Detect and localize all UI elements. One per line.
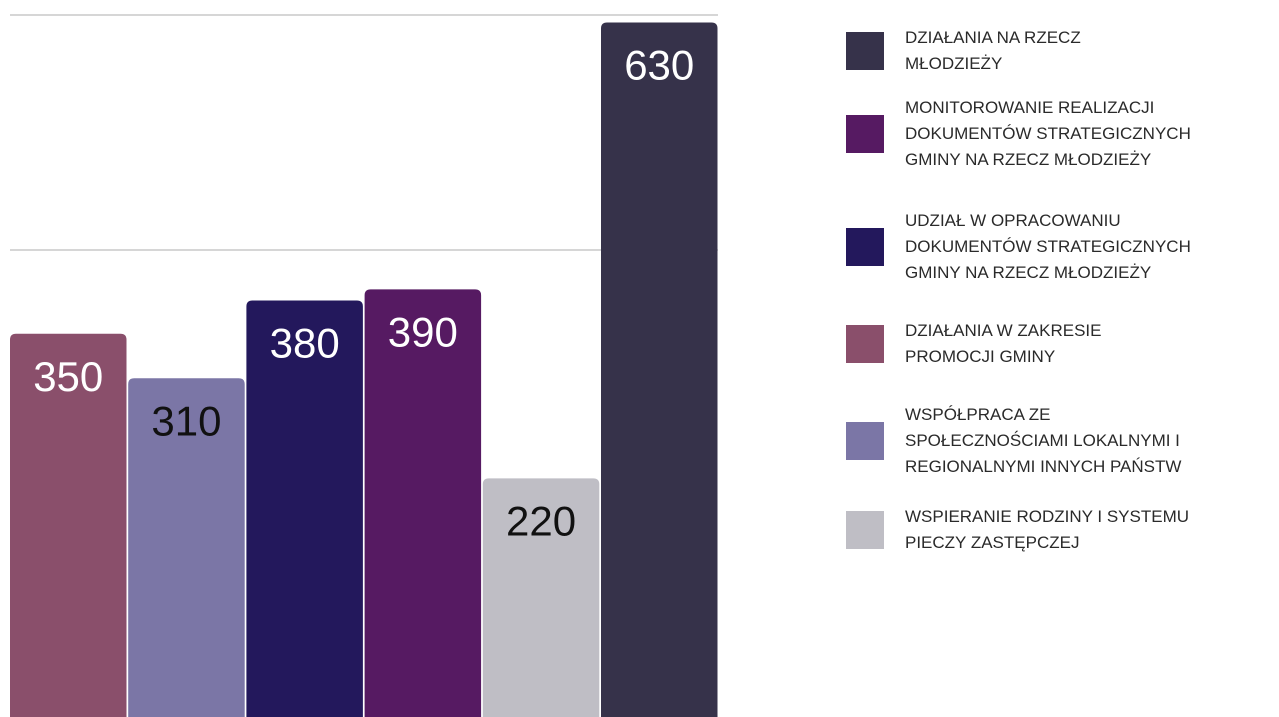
value-label: 350: [33, 353, 103, 400]
bar: [482, 478, 600, 717]
legend-label: WSPIERANIE RODZINY I SYSTEMU PIECZY ZAST…: [905, 507, 1190, 552]
bar: [601, 22, 718, 717]
legend-item: DZIAŁANIA W ZAKRESIE PROMOCJI GMINY: [846, 318, 1102, 370]
legend-swatch: [846, 32, 884, 70]
legend-item: DZIAŁANIA NA RZECZ MŁODZIEŻY: [846, 25, 1081, 77]
legend-label: UDZIAŁ W OPRACOWANIU DOKUMENTÓW STRATEGI…: [905, 211, 1191, 282]
legend-item: MONITOROWANIE REALIZACJI DOKUMENTÓW STRA…: [846, 95, 1191, 173]
legend-swatch: [846, 228, 884, 266]
value-label: 310: [151, 397, 221, 444]
bar: [246, 300, 363, 717]
plot: 630 390 380 350 310 220: [10, 14, 718, 717]
legend-item: WSPIERANIE RODZINY I SYSTEMU PIECZY ZAST…: [846, 504, 1189, 556]
legend-item: WSPÓŁPRACA ZE SPOŁECZNOŚCIAMI LOKALNYMI …: [846, 402, 1181, 480]
bar: [364, 289, 482, 717]
legend-item: UDZIAŁ W OPRACOWANIU DOKUMENTÓW STRATEGI…: [846, 208, 1191, 286]
bar: [10, 333, 127, 717]
legend-swatch: [846, 422, 884, 460]
legend-swatch: [846, 115, 884, 153]
value-label: 220: [506, 497, 576, 544]
legend-swatch: [846, 325, 884, 363]
bar: [128, 378, 245, 717]
value-label: 390: [388, 308, 458, 355]
legend-label: DZIAŁANIA W ZAKRESIE PROMOCJI GMINY: [905, 321, 1102, 366]
legend-label: WSPÓŁPRACA ZE SPOŁECZNOŚCIAMI LOKALNYMI …: [905, 405, 1182, 476]
value-label: 630: [624, 42, 694, 89]
legend-label: MONITOROWANIE REALIZACJI DOKUMENTÓW STRA…: [905, 98, 1191, 169]
legend-swatch: [846, 511, 884, 549]
value-label: 380: [270, 320, 340, 367]
legend-label: DZIAŁANIA NA RZECZ MŁODZIEŻY: [905, 28, 1081, 73]
